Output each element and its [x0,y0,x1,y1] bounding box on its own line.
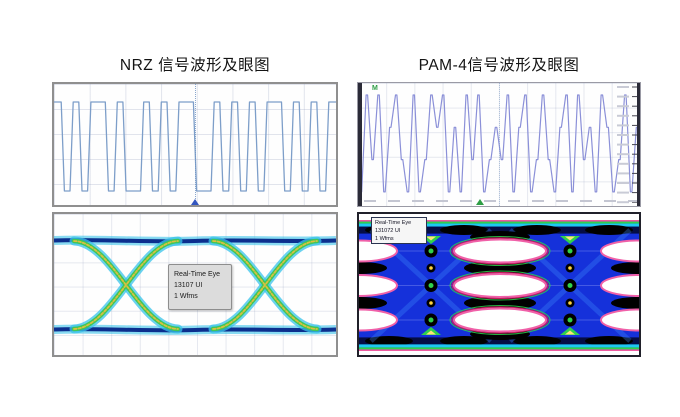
pam4-eye-tooltip-line3: 1 Wfms [375,235,394,242]
nrz-eye-plot [54,235,336,335]
pam4-bottom-axis-ticks [364,200,640,202]
pam4-waveform-path [358,94,640,193]
nrz-column-title: NRZ 信号波形及眼图 [119,57,271,74]
pam4-center-reference-line [499,83,500,206]
pam4-eye-tooltip-line2: 131072 UI [375,227,401,234]
nrz-eye-tooltip-line2: 13107 UI [174,282,203,290]
nrz-eye-tooltip-line1: Real-Time Eye [174,271,221,278]
nrz-trigger-marker-icon [191,199,199,205]
pam4-right-axis-ticks [617,86,639,204]
pam4-eye-crossing-dots [421,236,580,335]
pam4-waveform-panel: M [357,82,641,207]
pam4-trigger-marker-icon [476,199,484,205]
pam4-left-edge-strip [358,83,362,206]
nrz-waveform-plot [54,101,336,192]
pam4-eye-panel: Real-Time Eye 131072 UI 1 Wfms [357,212,641,357]
nrz-center-reference-line [195,84,196,205]
pam4-column-title: PAM-4信号波形及眼图 [418,57,580,74]
nrz-eye-crossings [69,236,322,334]
pam4-eye-tooltip-line1: Real-Time Eye [375,220,412,226]
pam4-right-edge-strip [637,83,640,206]
nrz-eye-tooltip-line3: 1 Wfms [174,293,198,301]
pam4-trigger-label: M [372,85,378,92]
nrz-eye-panel: Real-Time Eye 13107 UI 1 Wfms [52,212,338,357]
pam4-eye-tooltip: Real-Time Eye 131072 UI 1 Wfms [371,217,427,244]
pam4-eye-lenses [359,236,639,335]
nrz-waveform-path [54,101,336,192]
nrz-eye-rails [54,235,336,335]
nrz-waveform-panel [52,82,338,207]
nrz-eye-tooltip: Real-Time Eye 13107 UI 1 Wfms [168,264,232,310]
